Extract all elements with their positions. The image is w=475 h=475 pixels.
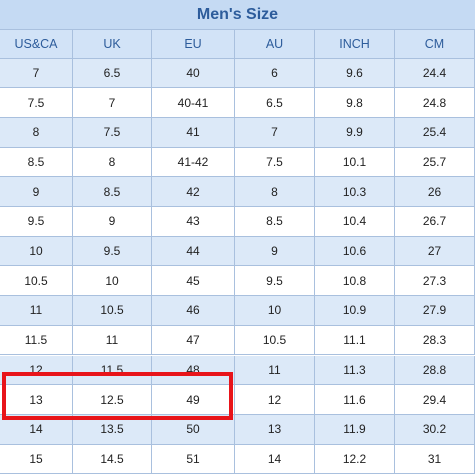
table-cell: 8.5 [73, 177, 152, 207]
table-cell: 11.6 [315, 385, 395, 415]
table-cell: 26 [395, 177, 475, 207]
table-cell: 24.4 [395, 58, 475, 89]
table-cell: 12.5 [73, 385, 152, 415]
table-cell: 8 [73, 147, 152, 178]
table-cell: 11.9 [315, 414, 395, 445]
table-cell: 43 [152, 207, 235, 237]
table-cell: 10 [0, 236, 73, 267]
table-cell: 7.5 [0, 88, 73, 118]
column-header: UK [73, 30, 152, 59]
table-cell: 11 [0, 296, 73, 326]
table-cell: 14 [235, 444, 315, 475]
table-cell: 10.5 [235, 325, 315, 356]
table-cell: 10.8 [315, 266, 395, 297]
table-cell: 13 [235, 414, 315, 445]
table-cell: 6.5 [235, 88, 315, 118]
table-cell: 15 [0, 444, 73, 475]
table-cell: 9.8 [315, 88, 395, 118]
highlight-box [2, 372, 233, 420]
table-cell: 30.2 [395, 414, 475, 445]
table-cell: 10.3 [315, 177, 395, 207]
table-cell: 26.7 [395, 207, 475, 237]
table-cell: 51 [152, 444, 235, 475]
table-cell: 28.3 [395, 325, 475, 356]
table-cell: 12.2 [315, 444, 395, 475]
table-cell: 12 [235, 385, 315, 415]
column-header: CM [395, 30, 475, 59]
table-cell: 27.9 [395, 296, 475, 326]
table-cell: 46 [152, 296, 235, 326]
table-cell: 24.8 [395, 88, 475, 118]
table-cell: 8.5 [0, 147, 73, 178]
table-cell: 40-41 [152, 88, 235, 118]
table-cell: 9.6 [315, 58, 395, 89]
table-cell: 31 [395, 444, 475, 475]
table-cell: 8.5 [235, 207, 315, 237]
table-cell: 7.5 [235, 147, 315, 178]
table-cell: 10.4 [315, 207, 395, 237]
table-cell: 45 [152, 266, 235, 297]
table-cell: 11.1 [315, 325, 395, 356]
table-cell: 9.9 [315, 117, 395, 148]
table-cell: 42 [152, 177, 235, 207]
table-cell: 25.7 [395, 147, 475, 178]
table-cell: 10 [73, 266, 152, 297]
table-cell: 11.3 [315, 355, 395, 386]
table-cell: 10.5 [0, 266, 73, 297]
table-cell: 6 [235, 58, 315, 89]
table-cell: 27 [395, 236, 475, 267]
table-title: Men's Size [0, 0, 475, 30]
table-cell: 10.5 [73, 296, 152, 326]
table-cell: 9.5 [235, 266, 315, 297]
table-cell: 7 [0, 58, 73, 89]
table-cell: 8 [235, 177, 315, 207]
table-cell: 44 [152, 236, 235, 267]
table-cell: 48 [152, 355, 235, 386]
table-cell: 9 [235, 236, 315, 267]
table-cell: 11 [235, 355, 315, 386]
table-cell: 10 [235, 296, 315, 326]
column-header: INCH [315, 30, 395, 59]
table-cell: 10.9 [315, 296, 395, 326]
table-cell: 47 [152, 325, 235, 356]
table-cell: 10.1 [315, 147, 395, 178]
table-cell: 7 [235, 117, 315, 148]
table-cell: 49 [152, 385, 235, 415]
table-cell: 28.8 [395, 355, 475, 386]
table-cell: 41-42 [152, 147, 235, 178]
table-cell: 9 [0, 177, 73, 207]
table-cell: 7 [73, 88, 152, 118]
table-cell: 9.5 [73, 236, 152, 267]
table-cell: 27.3 [395, 266, 475, 297]
table-cell: 10.6 [315, 236, 395, 267]
table-cell: 9.5 [0, 207, 73, 237]
column-header: US&CA [0, 30, 73, 59]
column-header: EU [152, 30, 235, 59]
table-cell: 40 [152, 58, 235, 89]
table-cell: 11 [73, 325, 152, 356]
table-cell: 9 [73, 207, 152, 237]
table-cell: 7.5 [73, 117, 152, 148]
table-cell: 11.5 [0, 325, 73, 356]
table-cell: 29.4 [395, 385, 475, 415]
table-cell: 13 [0, 385, 73, 415]
table-cell: 41 [152, 117, 235, 148]
column-header: AU [235, 30, 315, 59]
table-cell: 25.4 [395, 117, 475, 148]
table-cell: 8 [0, 117, 73, 148]
table-cell: 6.5 [73, 58, 152, 89]
table-cell: 14.5 [73, 444, 152, 475]
